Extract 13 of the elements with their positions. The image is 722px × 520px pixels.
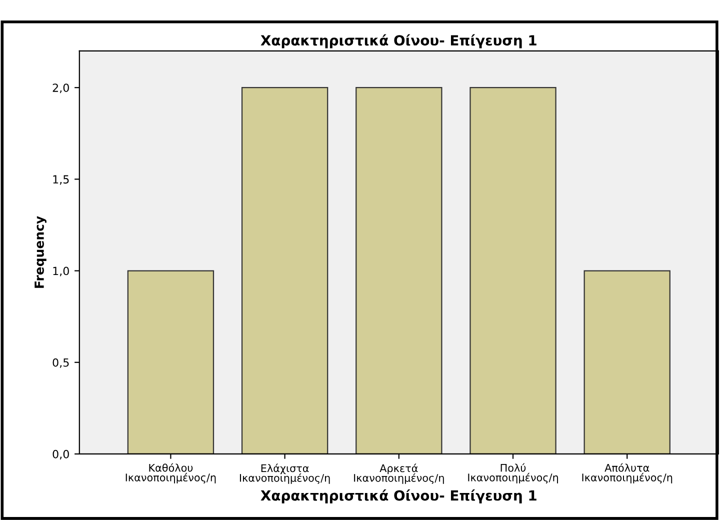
- x-axis-title: Χαρακτηριστικά Οίνου- Επίγευση 1: [260, 489, 536, 504]
- y-tick-label: 0,5: [52, 358, 69, 368]
- x-tick-label: Ελάχιστα Ικανοποιημένος/η: [240, 464, 330, 484]
- x-tick-label: Αρκετά Ικανοποιημένος/η: [354, 464, 444, 484]
- x-tick-label: Καθόλου Ικανοποιημένος/η: [126, 463, 216, 484]
- y-tick-label: 1,0: [53, 266, 69, 276]
- y-tick-label: 1,5: [53, 175, 69, 185]
- x-tick-label: Πολύ Ικανοποιημένος/η: [468, 463, 558, 484]
- y-tick-label: 2,0: [52, 84, 69, 94]
- x-tick-label: Απόλυτα Ικανοποιημένος/η: [582, 463, 672, 484]
- chart-title: Χαρακτηριστικά Οίνου- Επίγευση 1: [260, 34, 536, 48]
- y-axis-title: Frequency: [34, 216, 46, 288]
- y-tick-label: 0,0: [52, 450, 69, 460]
